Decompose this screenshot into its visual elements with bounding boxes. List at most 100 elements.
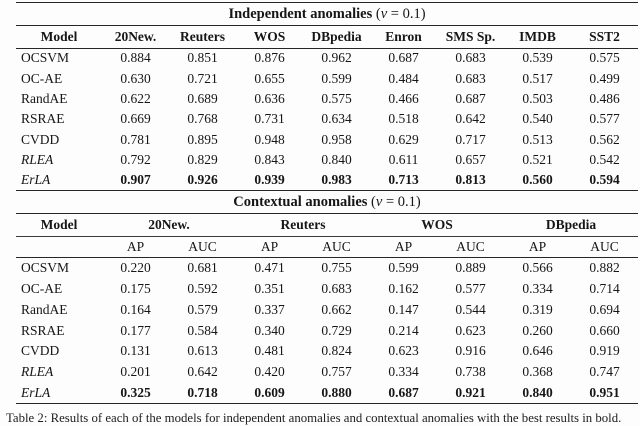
table1-row-oc-ae: OC-AE 0.630 0.721 0.655 0.599 0.484 0.683 0.517…: [16, 68, 638, 88]
paper-tables-sheet: Independent anomalies (ν = 0.1) Model 20N…: [16, 2, 638, 404]
metric-value-cell: 0.694: [589, 301, 620, 317]
metric-value-cell: 0.781: [120, 131, 151, 147]
table2-sub-header-auc: AUC: [169, 236, 236, 259]
metric-value-cell: 0.471: [254, 260, 285, 276]
metric-value-cell: 0.655: [254, 70, 285, 86]
table2-sub-header-row: AP AUC AP AUC AP AUC AP AUC: [16, 236, 638, 259]
metric-value-cell: 0.717: [455, 131, 486, 147]
metric-value-cell: 0.575: [321, 90, 352, 106]
metric-value-cell: 0.177: [120, 322, 151, 338]
metric-value-cell: 0.755: [321, 260, 352, 276]
metric-value-cell: 0.757: [321, 364, 352, 380]
metric-value-cell: 0.681: [187, 260, 218, 276]
metric-value-cell: 0.948: [254, 131, 285, 147]
metric-value-cell: 0.642: [187, 364, 218, 380]
table2-row-ocsvm: OCSVM 0.220 0.681 0.471 0.755 0.599 0.889 0.566…: [16, 258, 638, 279]
metric-value-cell: 0.634: [321, 111, 352, 127]
metric-value-cell: 0.636: [254, 90, 285, 106]
metric-value-cell: 0.824: [321, 343, 352, 359]
table2-sub-header-auc: AUC: [571, 236, 638, 259]
metric-value-cell: 0.334: [388, 364, 419, 380]
table1-column-header-model: Model: [16, 25, 102, 49]
table1-column-header-wos: WOS: [236, 25, 303, 49]
metric-value-cell: 0.646: [522, 343, 553, 359]
metric-value-cell: 0.630: [120, 70, 151, 86]
metric-value-cell: 0.577: [589, 111, 620, 127]
metric-value-cell: 0.687: [455, 90, 486, 106]
metric-value-cell: 0.884: [120, 50, 151, 66]
metric-value-cell: 0.503: [522, 90, 553, 106]
metric-value-cell: 0.880: [303, 382, 370, 404]
table1-column-header-smssp: SMS Sp.: [437, 25, 504, 49]
table2-sub-header-ap: AP: [102, 236, 169, 259]
metric-value-cell: 0.540: [522, 111, 553, 127]
metric-value-cell: 0.481: [254, 343, 285, 359]
table2-group-header-20new: 20New.: [102, 213, 236, 237]
table2-sub-header-auc: AUC: [437, 236, 504, 259]
independent-anomalies-table: Independent anomalies (ν = 0.1) Model 20N…: [16, 2, 638, 192]
metric-value-cell: 0.368: [522, 364, 553, 380]
table1-column-header-reuters: Reuters: [169, 25, 236, 49]
table2-sub-header-auc: AUC: [303, 236, 370, 259]
metric-value-cell: 0.926: [169, 170, 236, 192]
model-name-cell: CVDD: [21, 343, 60, 359]
metric-value-cell: 0.958: [321, 131, 352, 147]
table2-title-row: Contextual anomalies (ν = 0.1): [16, 191, 638, 215]
metric-value-cell: 0.577: [455, 280, 486, 296]
table1-row-rsrae: RSRAE 0.669 0.768 0.731 0.634 0.518 0.642 0.540…: [16, 109, 638, 129]
model-name-cell: OC-AE: [21, 280, 63, 296]
model-name-cell: ErLA: [16, 170, 102, 192]
table1-title-text: Independent anomalies: [228, 6, 373, 22]
metric-value-cell: 0.721: [187, 70, 218, 86]
metric-value-cell: 0.792: [120, 152, 151, 168]
metric-value-cell: 0.714: [589, 280, 620, 296]
table1-column-header-imdb: IMDB: [504, 25, 571, 49]
metric-value-cell: 0.201: [120, 364, 151, 380]
table1-header-row: Model 20New. Reuters WOS DBpedia Enron SMS Sp.…: [16, 25, 638, 49]
model-name-cell: OCSVM: [21, 260, 70, 276]
metric-value-cell: 0.214: [388, 322, 419, 338]
metric-value-cell: 0.919: [589, 343, 620, 359]
contextual-anomalies-table: Contextual anomalies (ν = 0.1) Model 20Ne…: [16, 191, 638, 404]
metric-value-cell: 0.131: [120, 343, 151, 359]
metric-value-cell: 0.687: [370, 382, 437, 404]
metric-value-cell: 0.889: [455, 260, 486, 276]
metric-value-cell: 0.951: [571, 382, 638, 404]
metric-value-cell: 0.420: [254, 364, 285, 380]
table1-row-randae: RandAE 0.622 0.689 0.636 0.575 0.466 0.687 0.50…: [16, 89, 638, 109]
metric-value-cell: 0.325: [102, 382, 169, 404]
metric-value-cell: 0.916: [455, 343, 486, 359]
table2-row-rsrae: RSRAE 0.177 0.584 0.340 0.729 0.214 0.623 0.260…: [16, 320, 638, 341]
metric-value-cell: 0.687: [388, 50, 419, 66]
metric-value-cell: 0.575: [589, 50, 620, 66]
metric-value-cell: 0.486: [589, 90, 620, 106]
metric-value-cell: 0.907: [102, 170, 169, 192]
metric-value-cell: 0.669: [120, 111, 151, 127]
table2-sub-header-ap: AP: [370, 236, 437, 259]
metric-value-cell: 0.829: [187, 152, 218, 168]
metric-value-cell: 0.609: [236, 382, 303, 404]
table1-row-rlea: RLEA 0.792 0.829 0.843 0.840 0.611 0.657 0.521 0…: [16, 150, 638, 170]
metric-value-cell: 0.147: [388, 301, 419, 317]
table2-row-erla: ErLA 0.325 0.718 0.609 0.880 0.687 0.921 0.840 0…: [16, 382, 638, 404]
table2-title-text: Contextual anomalies: [233, 194, 368, 211]
table2-row-cvdd: CVDD 0.131 0.613 0.481 0.824 0.623 0.916 0.646 0…: [16, 341, 638, 362]
metric-value-cell: 0.337: [254, 301, 285, 317]
metric-value-cell: 0.518: [388, 111, 419, 127]
table1-body: OCSVM 0.884 0.851 0.876 0.962 0.687 0.683 0.539…: [16, 48, 638, 192]
metric-value-cell: 0.813: [437, 170, 504, 192]
metric-value-cell: 0.747: [589, 364, 620, 380]
table2-sub-header-ap: AP: [504, 236, 571, 259]
metric-value-cell: 0.611: [388, 152, 419, 168]
metric-value-cell: 0.560: [504, 170, 571, 192]
metric-value-cell: 0.876: [254, 50, 285, 66]
model-name-cell: OCSVM: [21, 50, 70, 66]
metric-value-cell: 0.623: [455, 322, 486, 338]
metric-value-cell: 0.660: [589, 322, 620, 338]
model-name-cell: RSRAE: [21, 322, 65, 338]
metric-value-cell: 0.713: [370, 170, 437, 192]
model-name-cell: RandAE: [21, 90, 68, 106]
table2-body: OCSVM 0.220 0.681 0.471 0.755 0.599 0.889 0.566…: [16, 258, 638, 404]
table2-group-header-reuters: Reuters: [236, 213, 370, 237]
metric-value-cell: 0.513: [522, 131, 553, 147]
